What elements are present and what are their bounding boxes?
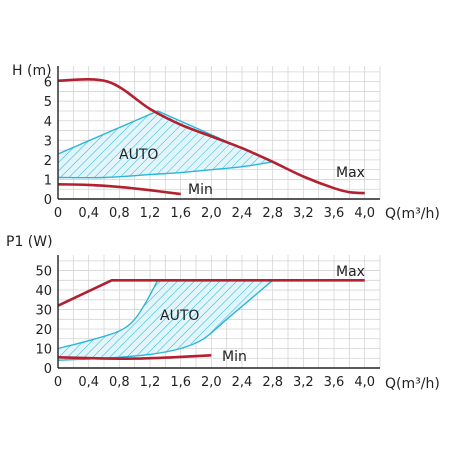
power-max-label: Max [336, 264, 365, 280]
power-min-line [57, 354, 212, 360]
x-tick-label: 0 [54, 206, 62, 221]
x-tick-label: 2,4 [232, 206, 253, 221]
head-auto-lower-line [57, 161, 273, 179]
x-tick-label: 2,0 [201, 206, 222, 221]
y-tick-label: 5 [44, 95, 52, 110]
y-tick-label: 0 [44, 362, 52, 377]
x-tick-label: 3,6 [324, 206, 345, 221]
power-y-ticks: 0 10 20 30 40 50 [35, 265, 52, 377]
power-min-label: Min [222, 349, 247, 365]
x-tick-label: 1,6 [170, 375, 191, 390]
x-tick-label: 3,6 [324, 375, 345, 390]
y-tick-label: 0 [44, 193, 52, 208]
x-tick-label: 4,0 [354, 375, 375, 390]
power-max-line [57, 279, 365, 307]
y-tick-label: 3 [44, 134, 52, 149]
y-tick-label: 50 [35, 265, 52, 280]
y-tick-label: 40 [35, 284, 52, 299]
head-x-ticks: 0 0,4 0,8 1,2 1,6 2,0 2,4 2,8 3,2 3,6 4,0 [54, 206, 375, 221]
power-auto-label: AUTO [160, 308, 199, 324]
y-tick-label: 1 [44, 173, 52, 188]
x-tick-label: 0 [54, 375, 62, 390]
power-y-label: P1 (W) [6, 234, 53, 250]
x-tick-label: 3,2 [293, 375, 314, 390]
x-tick-label: 1,6 [170, 206, 191, 221]
x-tick-label: 4,0 [354, 206, 375, 221]
y-tick-label: 4 [44, 115, 52, 130]
power-x-ticks: 0 0,4 0,8 1,2 1,6 2,0 2,4 2,8 3,2 3,6 4,0 [54, 375, 375, 390]
power-x-label: Q(m³/h) [385, 376, 440, 392]
head-max-label: Max [336, 165, 365, 181]
head-y-label: H (m) [12, 63, 52, 79]
x-tick-label: 2,8 [262, 206, 283, 221]
y-tick-label: 30 [35, 304, 52, 319]
head-max-line [57, 77, 365, 195]
x-tick-label: 1,2 [140, 206, 161, 221]
head-x-label: Q(m³/h) [385, 206, 440, 222]
x-tick-label: 0,8 [109, 375, 130, 390]
x-tick-label: 0,8 [109, 206, 130, 221]
x-tick-label: 2,4 [232, 375, 253, 390]
x-tick-label: 0,4 [78, 206, 99, 221]
head-min-label: Min [188, 182, 213, 198]
power-auto-area [58, 280, 273, 361]
head-min-line [57, 183, 181, 196]
x-tick-label: 3,2 [293, 206, 314, 221]
power-chart: 0 0,4 0,8 1,2 1,6 2,0 2,4 2,8 3,2 3,6 4,0 0 10 20 30 4… [6, 234, 440, 392]
y-tick-label: 2 [44, 154, 52, 169]
head-auto-label: AUTO [119, 147, 158, 163]
power-auto-upper-line [57, 279, 159, 350]
x-tick-label: 2,0 [201, 375, 222, 390]
head-auto-area [58, 111, 273, 178]
x-tick-label: 1,2 [140, 375, 161, 390]
x-tick-label: 2,8 [262, 375, 283, 390]
y-tick-label: 6 [44, 76, 52, 91]
head-chart: 0 0,4 0,8 1,2 1,6 2,0 2,4 2,8 3,2 3,6 4,0 0123456 … [12, 63, 440, 222]
y-tick-label: 20 [35, 323, 52, 338]
y-tick-label: 10 [35, 343, 52, 358]
head-y-ticks: 0 1 2 3 4 5 6 [44, 76, 52, 208]
x-tick-label: 0,4 [78, 375, 99, 390]
